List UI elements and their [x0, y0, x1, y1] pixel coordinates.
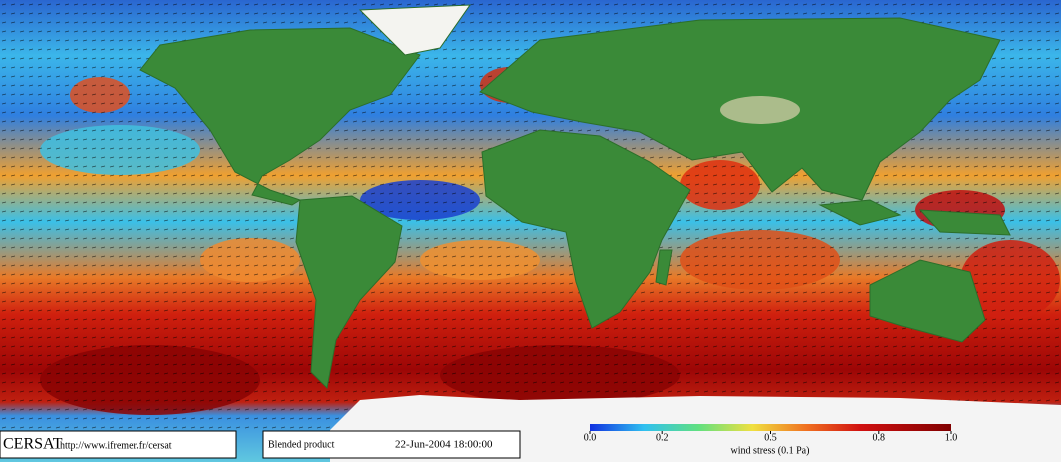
footer-box: [0, 430, 237, 459]
logo: CERSAT: [3, 436, 63, 453]
colorbar-label: wind stress (0.1 Pa): [731, 445, 810, 456]
footer-box: [262, 430, 521, 459]
colorbar-tick-label: 0.0: [584, 432, 597, 443]
colorbar-tick-label: 1.0: [945, 432, 958, 443]
date: 22-Jun-2004 18:00:00: [395, 439, 493, 451]
url: http://www.ifremer.fr/cersat: [60, 440, 172, 451]
colorbar-tick-label: 0.8: [873, 432, 886, 443]
colorbar-tick-label: 0.5: [764, 432, 777, 443]
colorbar: [590, 424, 951, 431]
tibet-plateau: [720, 96, 800, 124]
product: Blended product: [268, 439, 335, 450]
colorbar-tick-label: 0.2: [656, 432, 669, 443]
